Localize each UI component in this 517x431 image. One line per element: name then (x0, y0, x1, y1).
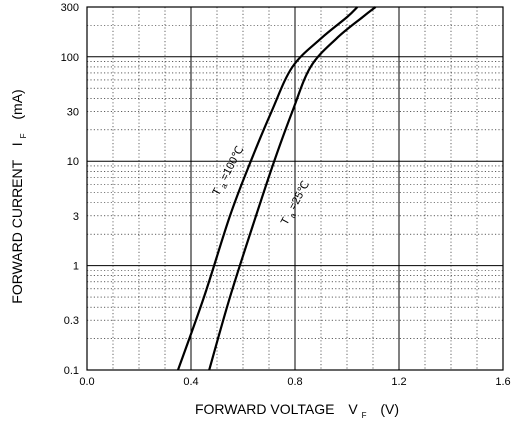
x-tick-label: 1.2 (391, 376, 406, 388)
x-tick-label: 0.0 (79, 376, 94, 388)
series-label-symbol: T (279, 215, 293, 227)
y-axis-label: FORWARD CURRENT I F (mA) (9, 89, 29, 303)
y-tick-label: 10 (67, 156, 79, 168)
series-label-subscript: a (219, 182, 229, 191)
series-label-symbol: T (210, 186, 224, 198)
x-axis-symbol: V (348, 401, 358, 417)
series-group (176, 6, 377, 371)
y-tick-label: 100 (61, 52, 79, 64)
series-label-rest: =100℃ (218, 144, 246, 182)
y-tick-label: 1 (73, 261, 79, 273)
grid (87, 6, 503, 370)
series-label-ta-25: T a =25℃ (279, 179, 315, 229)
y-axis-unit: (mA) (9, 89, 25, 119)
x-axis-label-text: FORWARD VOLTAGE (195, 401, 335, 417)
y-tick-label: 30 (67, 106, 79, 118)
x-tick-label: 0.4 (183, 376, 198, 388)
plot-frame (86, 6, 504, 371)
y-axis-label-text: FORWARD CURRENT (9, 159, 25, 303)
x-tick-label: 0.8 (287, 376, 302, 388)
y-tick-labels: 0.1 0.3 1 3 10 30 100 300 (61, 2, 79, 377)
y-axis-subscript: F (19, 133, 28, 138)
series-label-rest: =25℃ (287, 179, 312, 212)
x-tick-label: 1.6 (495, 376, 510, 388)
series-label-subscript: a (288, 211, 298, 220)
y-tick-label: 300 (61, 2, 79, 14)
x-axis-subscript: F (362, 411, 367, 420)
y-tick-label: 0.3 (64, 315, 79, 327)
series-line-0 (176, 6, 359, 371)
x-tick-labels: 0.0 0.4 0.8 1.2 1.6 (79, 376, 510, 388)
y-tick-label: 3 (73, 211, 79, 223)
series-line-1 (208, 6, 377, 371)
x-axis-label: FORWARD VOLTAGE V F (V) (195, 401, 399, 421)
x-axis-unit: (V) (380, 401, 399, 417)
y-tick-label: 0.1 (64, 365, 79, 377)
y-axis-symbol: I (9, 142, 25, 146)
